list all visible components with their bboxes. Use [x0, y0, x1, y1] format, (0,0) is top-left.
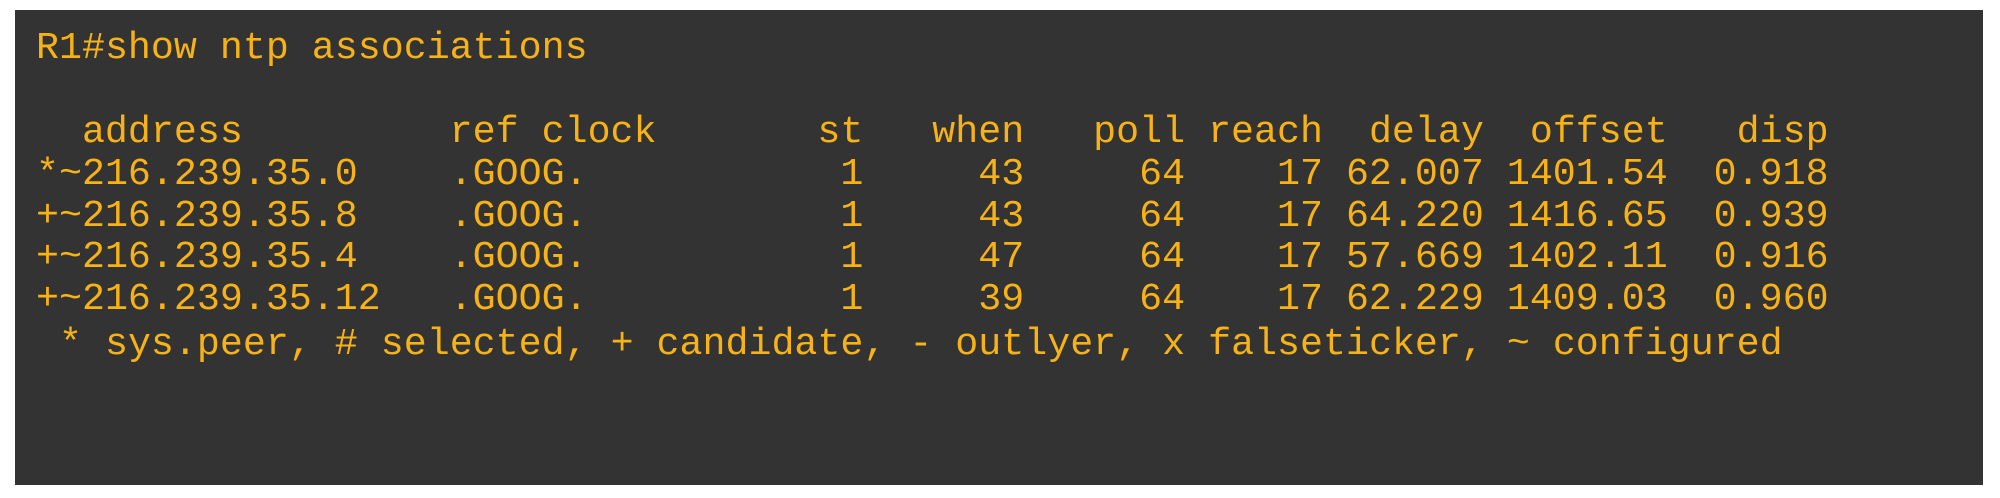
column-header-st: st [817, 110, 864, 154]
table-row: +~216.239.35.4 .GOOG. 1 47 64 17 57.669 1402.11… [36, 236, 1875, 278]
cell-delay: 62.229 [1345, 276, 1484, 321]
table-header: address ref clock st when poll reach delay offs… [36, 111, 1875, 153]
cell-disp: 0.916 [1713, 235, 1829, 279]
command-line: R1#show ntp associations [36, 26, 588, 70]
cell-disp: 0.939 [1713, 193, 1829, 238]
cell-disp: 0.960 [1713, 276, 1829, 321]
cell-delay: 57.669 [1345, 235, 1484, 279]
cell-address: +~216.239.35.8 [36, 193, 358, 238]
cell-when: 43 [978, 193, 1025, 238]
cell-address: +~216.239.35.12 [36, 276, 381, 321]
cell-offset: 1416.65 [1506, 193, 1668, 238]
cell-offset: 1402.11 [1506, 235, 1668, 279]
cell-address: *~216.239.35.0 [36, 152, 358, 196]
column-header-offset: offset [1529, 110, 1668, 154]
cell-when: 47 [978, 235, 1025, 279]
cell-st: 1 [840, 193, 864, 238]
table-row: *~216.239.35.0 .GOOG. 1 43 64 17 62.007 1401.54… [36, 153, 1875, 195]
cell-ref-clock: .GOOG. [449, 235, 588, 279]
cell-ref-clock: .GOOG. [449, 193, 588, 238]
cell-address: +~216.239.35.4 [36, 235, 358, 279]
cell-delay: 62.007 [1345, 152, 1484, 196]
cell-when: 43 [978, 152, 1025, 196]
cell-st: 1 [840, 152, 864, 196]
cell-offset: 1409.03 [1506, 276, 1668, 321]
column-header-when: when [932, 110, 1025, 154]
cell-reach: 17 [1277, 276, 1323, 321]
cell-ref-clock: .GOOG. [449, 152, 588, 196]
cell-poll: 64 [1139, 152, 1186, 196]
cell-st: 1 [840, 276, 864, 321]
cell-reach: 17 [1277, 235, 1323, 279]
cell-st: 1 [840, 235, 864, 279]
column-header-address: address [81, 110, 243, 154]
legend-line: * sys.peer, # selected, + candidate, - o… [59, 322, 1783, 366]
cell-delay: 64.220 [1345, 193, 1484, 238]
table-row: +~216.239.35.12 .GOOG. 1 39 64 17 62.229 1409.0… [36, 278, 1875, 320]
cell-reach: 17 [1277, 152, 1323, 196]
column-header-ref-clock: ref clock [449, 110, 657, 154]
column-header-disp: disp [1736, 110, 1829, 154]
column-header-poll: poll [1093, 110, 1186, 154]
cell-ref-clock: .GOOG. [449, 276, 588, 321]
cell-poll: 64 [1139, 276, 1186, 321]
cell-reach: 17 [1277, 193, 1323, 238]
cell-poll: 64 [1139, 235, 1186, 279]
cell-poll: 64 [1139, 193, 1186, 238]
cell-disp: 0.918 [1713, 152, 1829, 196]
cell-when: 39 [978, 276, 1025, 321]
cell-offset: 1401.54 [1506, 152, 1668, 196]
table-row: +~216.239.35.8 .GOOG. 1 43 64 17 64.220 1416.65… [36, 195, 1875, 237]
terminal-window: R1#show ntp associations address ref cloc… [15, 10, 1983, 485]
column-header-delay: delay [1368, 110, 1484, 154]
column-header-reach: reach [1208, 110, 1323, 154]
